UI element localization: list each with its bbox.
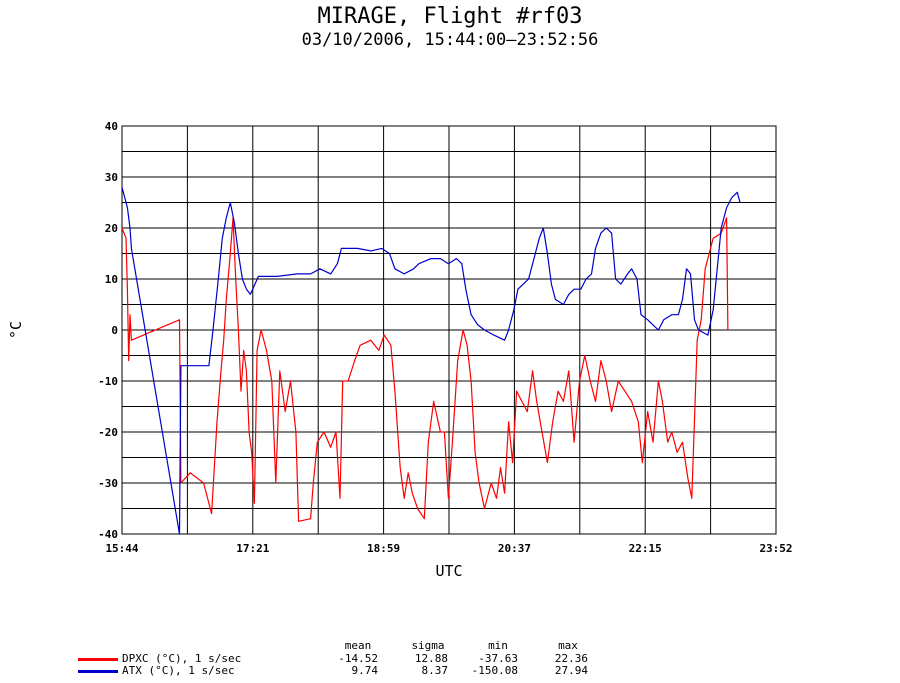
series-lines (121, 187, 741, 535)
legend-label: ATX (°C), 1 s/sec (122, 664, 235, 677)
legend-swatch (78, 670, 118, 673)
legend-sigma-value: 12.88 (414, 652, 448, 665)
chart-title: MIRAGE, Flight #rf03 (317, 4, 583, 29)
y-tick-label: -20 (98, 426, 118, 439)
legend-header-sigma: sigma (411, 639, 445, 652)
y-tick-label: 0 (111, 324, 118, 337)
plot-frame (121, 125, 777, 535)
x-axis-label: UTC (435, 562, 462, 580)
legend-sigma-value: 8.37 (421, 664, 449, 677)
y-tick-label: 20 (105, 222, 118, 235)
y-tick-label: 30 (105, 171, 118, 184)
grid (121, 125, 777, 535)
legend-max-value: 27.94 (554, 664, 588, 677)
y-tick-label: -30 (98, 477, 118, 490)
x-tick-label: 23:52 (759, 542, 792, 555)
legend-row: DPXC (°C), 1 s/sec -14.52 12.88 -37.63 22.36 (78, 653, 678, 665)
x-tick-label: 15:44 (105, 542, 138, 555)
legend-mean-value: 9.74 (351, 664, 379, 677)
x-tick-label: 20:37 (498, 542, 531, 555)
legend-header-mean: mean (344, 639, 372, 652)
legend-max-value: 22.36 (554, 652, 588, 665)
legend-swatch (78, 658, 118, 661)
legend-min-value: -37.63 (478, 652, 518, 665)
legend-header-min: min (488, 639, 508, 652)
x-tick-label: 18:59 (367, 542, 400, 555)
legend-min-value: -150.08 (471, 664, 518, 677)
legend-header-max: max (558, 639, 578, 652)
y-tick-label: 40 (105, 120, 118, 133)
y-tick-label: -40 (98, 528, 118, 541)
legend-row: ATX (°C), 1 s/sec 9.74 8.37 -150.08 27.94 (78, 665, 678, 677)
y-axis-label: °C (7, 321, 25, 339)
x-tick-label: 17:21 (236, 542, 269, 555)
legend-label: DPXC (°C), 1 s/sec (122, 652, 242, 665)
y-tick-label: 10 (105, 273, 118, 286)
legend-mean-value: -14.52 (338, 652, 378, 665)
series-line-dpxc (121, 217, 729, 522)
y-tick-label: -10 (98, 375, 118, 388)
series-line-atx (121, 187, 741, 535)
x-tick-label: 22:15 (629, 542, 662, 555)
axes: -40 -30 -20 -10 0 10 20 30 40 15:44 17:21 18:59 20:3… (7, 120, 793, 580)
chart-subtitle: 03/10/2006, 15:44:00–23:52:56 (301, 30, 599, 50)
